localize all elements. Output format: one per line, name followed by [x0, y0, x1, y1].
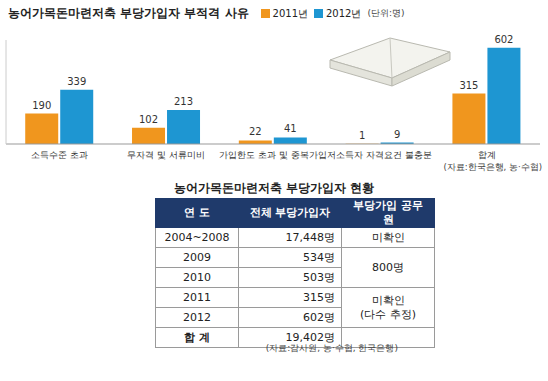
html-text:503명: 503명 [303, 270, 335, 284]
svg-text:315: 315 [459, 80, 478, 91]
html-text:2004~2008: 2004~2008 [164, 230, 230, 244]
html-text:2009: 2009 [183, 250, 211, 264]
html-text:17,448명: 17,448명 [285, 230, 335, 244]
html-text:연 도: 연 도 [184, 206, 210, 219]
svg-text:9: 9 [394, 129, 400, 140]
svg-text:102: 102 [139, 114, 158, 125]
svg-text:213: 213 [174, 96, 193, 107]
svg-text:41: 41 [284, 123, 297, 134]
svg-text:190: 190 [32, 100, 51, 111]
html-text:602명: 602명 [303, 310, 335, 324]
html-text:2010: 2010 [183, 270, 211, 284]
html-text:800명: 800명 [372, 260, 404, 274]
html-text:농어가목돈마련저축 부당가입자 현황: 농어가목돈마련저축 부당가입자 현황 [173, 181, 375, 195]
svg-text:602: 602 [494, 34, 513, 45]
html-text:(자료:감사원, 농·수협, 한국은행): (자료:감사원, 농·수협, 한국은행) [265, 343, 398, 353]
html-text:534명: 534명 [303, 250, 335, 264]
html-text:(자료:한국은행, 농·수협): (자료:한국은행, 농·수협) [443, 162, 542, 172]
html-text:농어가목돈마련저축 부당가입자 부적격 사유: 농어가목돈마련저축 부당가입자 부적격 사유 [8, 6, 249, 20]
svg-text:가입한도 초과 및 중복가입: 가입한도 초과 및 중복가입 [219, 150, 327, 160]
html-text:2012: 2012 [183, 310, 211, 324]
html-text:전체 부당가입자: 전체 부당가입자 [249, 206, 331, 219]
html-text:(단위:명): (단위:명) [367, 8, 405, 18]
html-text:부당가입 공무원: 부당가입 공무원 [353, 199, 423, 226]
svg-text:무자격 및 서류미비: 무자격 및 서류미비 [127, 150, 205, 160]
svg-text:22: 22 [249, 126, 262, 137]
html-text:2012년: 2012년 [326, 7, 362, 19]
html-text:19,402명: 19,402명 [285, 330, 335, 344]
html-text:합 계: 합 계 [184, 330, 210, 344]
svg-text:소득수준 초과: 소득수준 초과 [31, 150, 88, 160]
html-text:315명: 315명 [303, 290, 335, 304]
svg-text:339: 339 [67, 76, 86, 87]
html-text:2011년: 2011년 [272, 7, 308, 19]
svg-text:합계: 합계 [478, 150, 496, 160]
html-text:미확인 (다수 추정): 미확인 (다수 추정) [360, 293, 416, 321]
html-text:미확인: 미확인 [371, 230, 405, 244]
svg-text:1: 1 [359, 130, 365, 141]
html-text:2011: 2011 [183, 290, 211, 304]
svg-text:저소득자 자격요건 불충분: 저소득자 자격요건 불충분 [327, 150, 432, 160]
